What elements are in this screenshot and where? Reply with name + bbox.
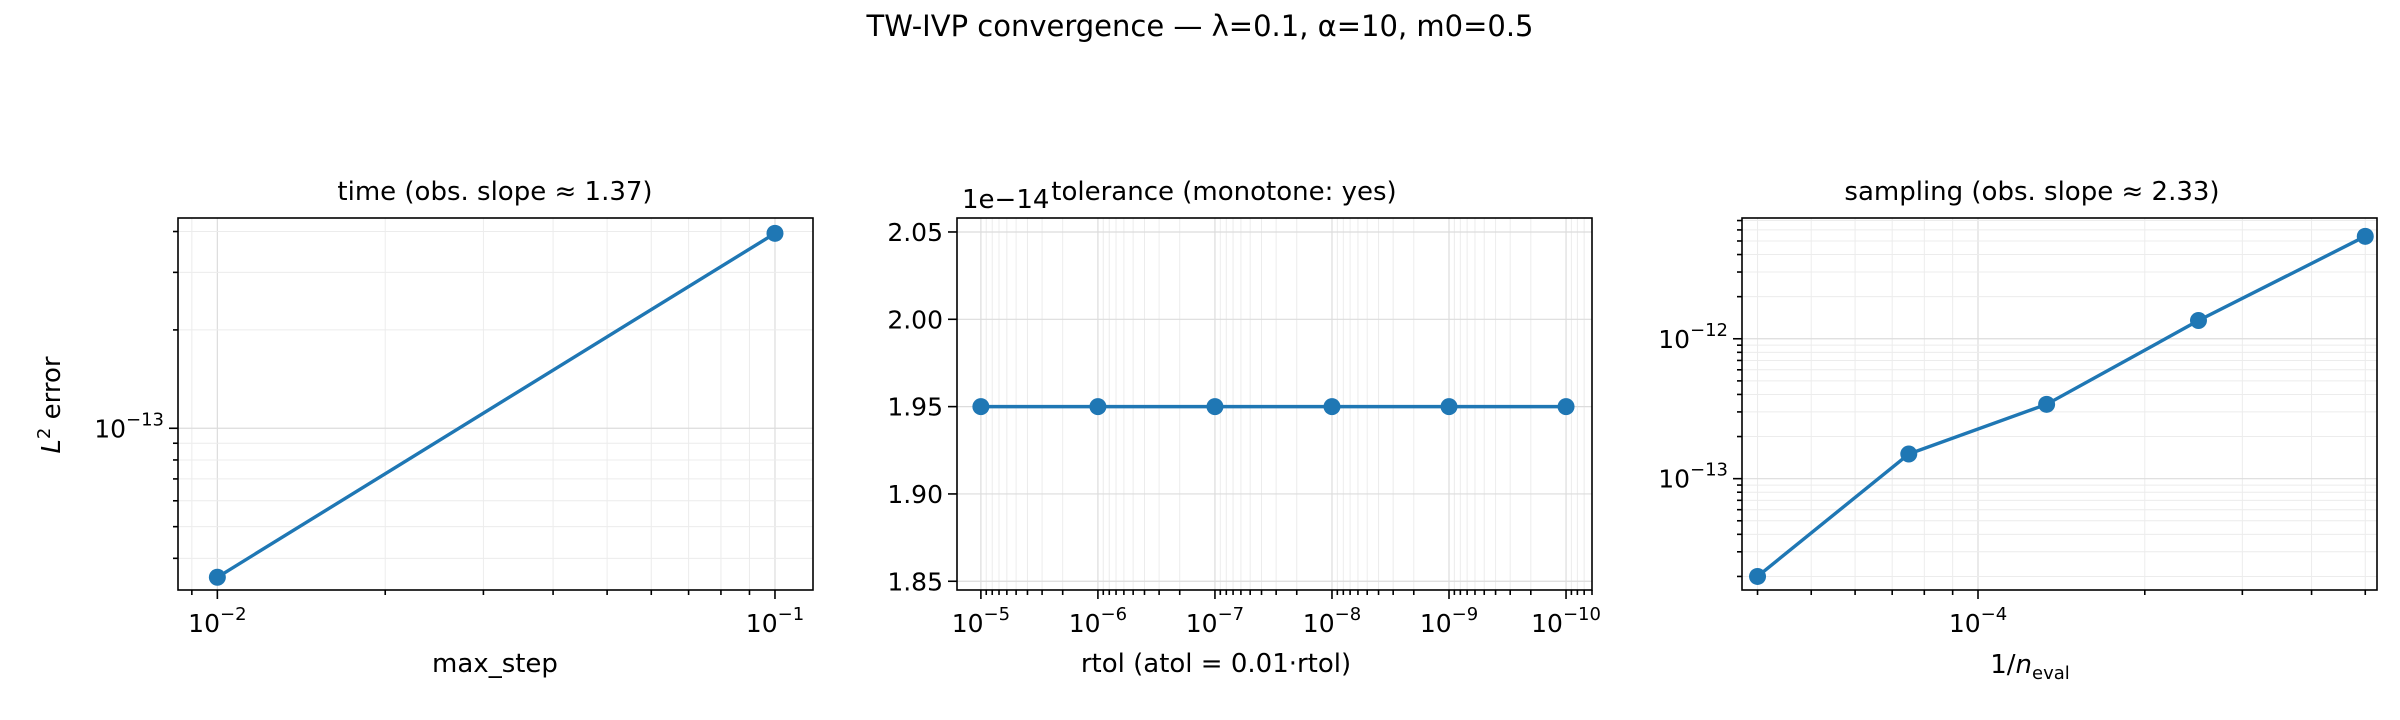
panel2-y-tick-label: 1.90 (887, 480, 943, 509)
panel2-x-tick-label: 10−6 (1069, 604, 1127, 638)
panel2-x-tick-label: 10−5 (952, 604, 1010, 638)
panel1-data-point (766, 224, 784, 242)
panel2-x-tick-label: 10−7 (1186, 604, 1244, 638)
xlabel-main: 1/ (1990, 650, 2016, 680)
tick-exponent: −7 (1218, 604, 1245, 625)
panel3-y-tick-label: 10−13 (1658, 460, 1728, 494)
panel2-axes-frame (956, 217, 1593, 591)
tick-exponent: −9 (1452, 604, 1479, 625)
panel2-data-point (1089, 398, 1107, 416)
panel-time-ylabel: L2 error (34, 356, 67, 453)
figure-suptitle: TW-IVP convergence — λ=0.1, α=10, m0=0.5 (866, 9, 1534, 43)
panel1-x-tick-label: 10−1 (746, 604, 804, 638)
panel2-ticks (948, 231, 1593, 599)
ylabel-rest: error (37, 356, 67, 428)
tick-exponent: −8 (1335, 604, 1362, 625)
panel2-x-tick-label: 10−9 (1420, 604, 1478, 638)
tick-exponent: −4 (1981, 604, 2008, 625)
xlabel-italic: n (2016, 650, 2032, 680)
panel1-data-point (208, 568, 226, 586)
panel2-y-tick-label: 2.00 (887, 305, 943, 334)
tick-exponent: −12 (1690, 320, 1728, 341)
panel-time: time (obs. slope ≈ 1.37) max_step L2 err… (34, 177, 814, 679)
tick-base: 10 (94, 414, 126, 443)
panel2-y-tick-label: 1.85 (887, 567, 943, 596)
ylabel-main: L (37, 439, 67, 454)
tick-base: 10 (1186, 609, 1218, 638)
tick-base: 10 (1069, 609, 1101, 638)
tick-exponent: −5 (984, 604, 1011, 625)
xlabel-sub: eval (2032, 663, 2070, 684)
tick-exponent: −2 (220, 604, 247, 625)
panel-tolerance-title: tolerance (monotone: yes) (1051, 177, 1396, 207)
panel-tolerance-offset-text: 1e−14 (962, 185, 1049, 215)
panel-tolerance: tolerance (monotone: yes) rtol (atol = 0… (887, 177, 1601, 679)
panel2-data-point (1557, 398, 1575, 416)
panel2-data-point (1440, 398, 1458, 416)
tick-exponent: −13 (1690, 460, 1728, 481)
panel2-data-point (1206, 398, 1224, 416)
tick-base: 10 (1531, 609, 1563, 638)
panel3-data-point (1900, 445, 1918, 463)
panel1-series-line (215, 231, 777, 579)
panel3-data-point (2038, 395, 2056, 413)
panel2-x-tick-label: 10−10 (1531, 604, 1601, 638)
panel1-x-tick-label: 10−2 (188, 604, 246, 638)
panel1-grid (178, 218, 813, 590)
panel3-data-point (2356, 227, 2374, 245)
panel-time-title: time (obs. slope ≈ 1.37) (337, 177, 652, 207)
panel2-x-tick-label: 10−8 (1303, 604, 1361, 638)
tick-base: 10 (1658, 465, 1690, 494)
panel3-data-point (1749, 567, 1767, 585)
panel1-axes-frame (177, 217, 814, 591)
tick-base: 10 (1303, 609, 1335, 638)
panel3-ticks (1733, 219, 2367, 599)
panel3-axes-frame (1741, 217, 2378, 591)
panel1-ticks (169, 230, 776, 599)
panel2-data-point (972, 398, 990, 416)
tick-exponent: −10 (1563, 604, 1601, 625)
tick-base: 10 (1420, 609, 1452, 638)
panel1-y-tick-label: 10−13 (94, 409, 164, 443)
tick-base: 10 (1658, 325, 1690, 354)
panel3-series-line (1755, 234, 2367, 579)
tick-exponent: −1 (778, 604, 805, 625)
tick-exponent: −6 (1101, 604, 1128, 625)
panel-sampling-xlabel: 1/neval (1990, 650, 2070, 684)
panel2-y-tick-label: 2.05 (887, 218, 943, 247)
panel3-data-point (2189, 312, 2207, 330)
tick-base: 10 (1949, 609, 1981, 638)
panel2-grid (957, 218, 1593, 590)
panel-time-xlabel: max_step (432, 649, 558, 679)
panel-sampling: sampling (obs. slope ≈ 2.33) 1/neval 10−… (1658, 177, 2378, 684)
panel2-y-tick-label: 1.95 (887, 393, 943, 422)
panel2-data-point (1323, 398, 1341, 416)
tick-exponent: −13 (126, 409, 164, 430)
tick-base: 10 (188, 609, 220, 638)
ylabel-sup: 2 (34, 428, 55, 439)
panel-tolerance-xlabel: rtol (atol = 0.01·rtol) (1081, 649, 1351, 679)
panel3-y-tick-label: 10−12 (1658, 320, 1728, 354)
panel-sampling-title: sampling (obs. slope ≈ 2.33) (1844, 177, 2219, 207)
panel3-x-tick-label: 10−4 (1949, 604, 2007, 638)
panel3-grid (1742, 218, 2377, 590)
tick-base: 10 (952, 609, 984, 638)
tick-base: 10 (746, 609, 778, 638)
